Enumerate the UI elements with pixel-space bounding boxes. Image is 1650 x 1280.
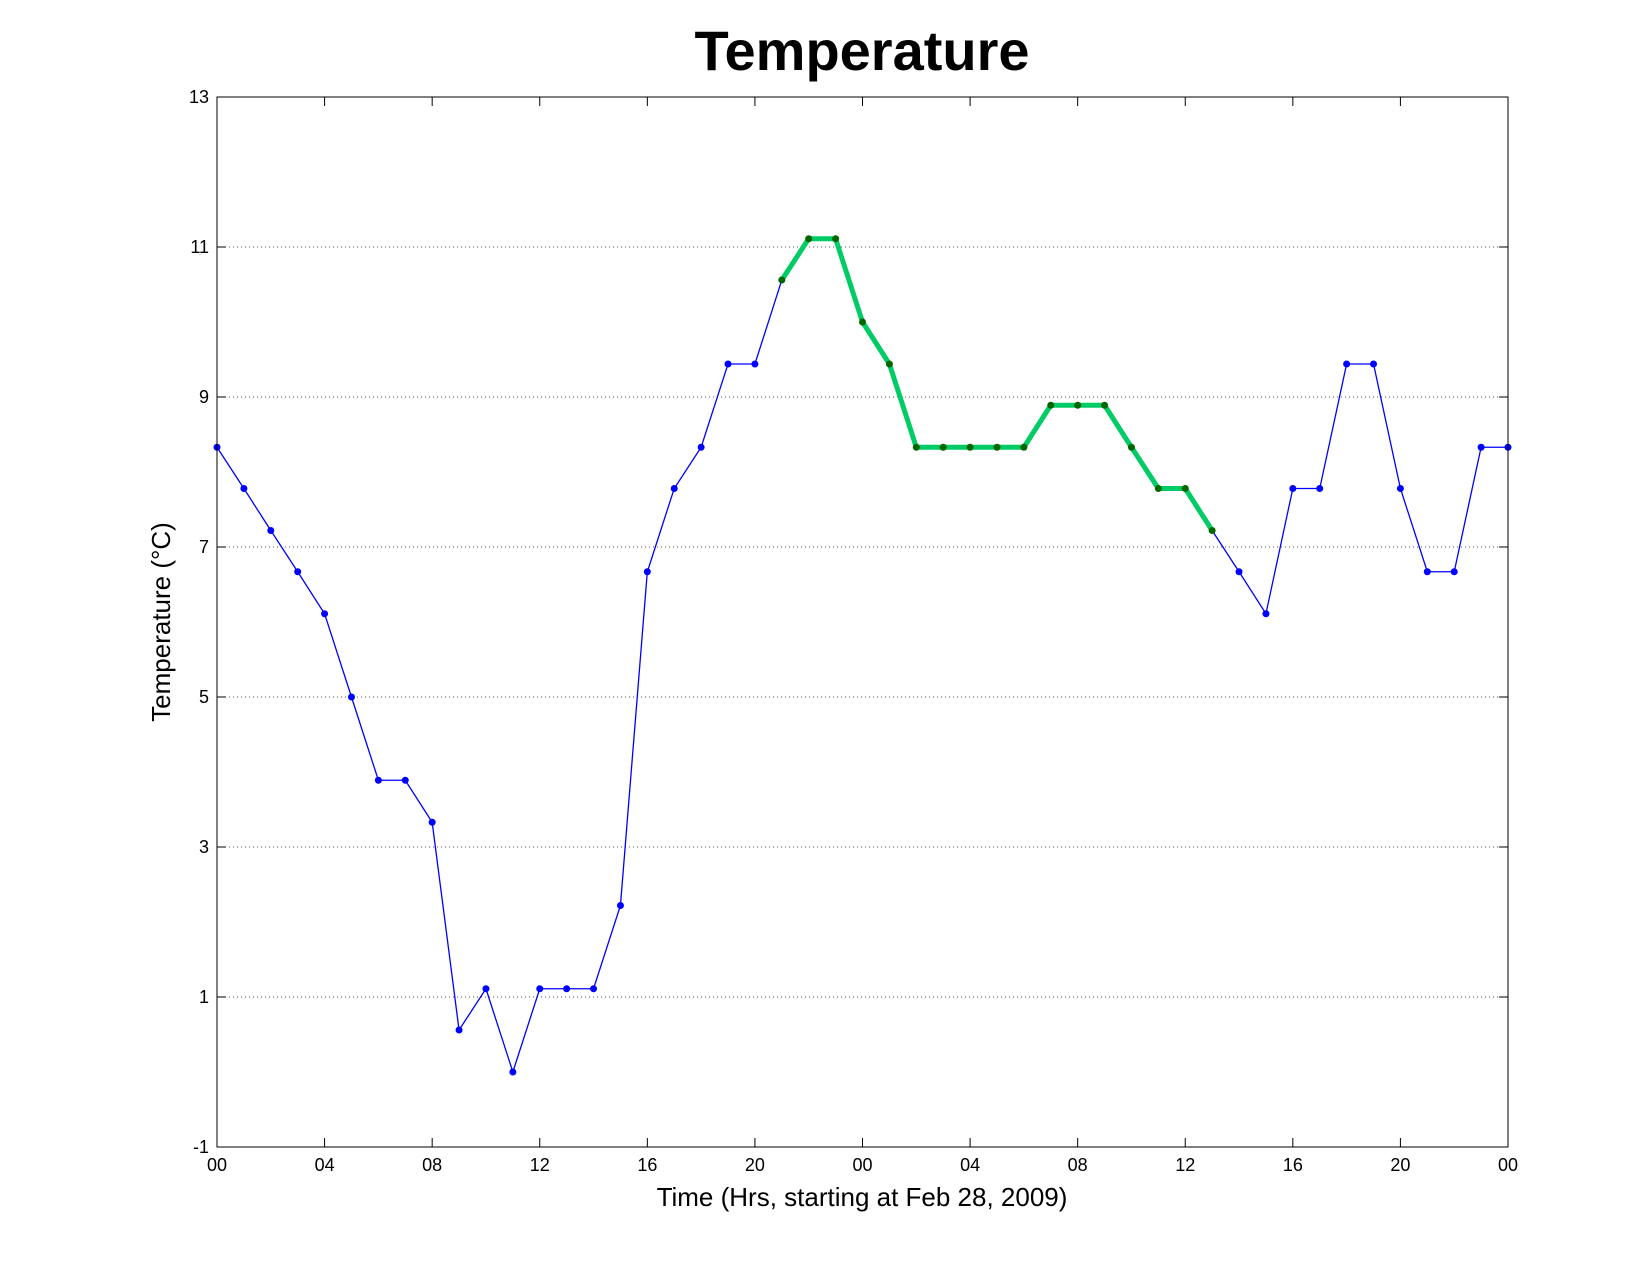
- highlight-point: [1074, 401, 1082, 409]
- data-point: [240, 485, 248, 492]
- data-point: [536, 985, 544, 993]
- data-point: [1477, 443, 1485, 451]
- x-tick-label: 12: [1175, 1155, 1195, 1175]
- data-point: [267, 527, 275, 534]
- highlight-point: [1181, 485, 1189, 492]
- data-point: [1370, 360, 1378, 368]
- x-tick-label: 20: [1390, 1155, 1410, 1175]
- y-tick-label: 13: [189, 87, 209, 107]
- x-tick-label: 00: [852, 1155, 872, 1175]
- highlight-point: [993, 443, 1001, 451]
- y-tick-label: 9: [199, 387, 209, 407]
- data-point: [1343, 360, 1351, 368]
- chart-title: Temperature: [694, 19, 1029, 82]
- highlight-point: [832, 235, 840, 243]
- data-point: [428, 818, 436, 826]
- x-tick-label: 04: [315, 1155, 335, 1175]
- highlight-point: [778, 276, 786, 284]
- data-point: [294, 568, 302, 576]
- data-point: [1396, 485, 1404, 492]
- series-layer: [213, 238, 1512, 1076]
- data-point: [590, 985, 598, 993]
- y-axis-label: Temperature (°C): [146, 522, 176, 722]
- data-point: [1423, 568, 1431, 576]
- data-point: [347, 693, 355, 701]
- data-point: [401, 776, 409, 784]
- data-point: [482, 985, 490, 993]
- grid-lines: [217, 246, 1508, 998]
- highlight-point: [885, 360, 893, 368]
- data-point: [509, 1068, 517, 1076]
- data-point: [563, 985, 571, 993]
- highlight-point: [859, 318, 866, 326]
- x-tick-label: 08: [422, 1155, 442, 1175]
- y-tick-label: -1: [193, 1137, 209, 1157]
- y-tick-label: 11: [190, 237, 209, 257]
- y-tick-label: 7: [199, 537, 209, 557]
- x-tick-label: 08: [1068, 1155, 1088, 1175]
- highlight-point: [1047, 401, 1055, 409]
- data-point: [616, 902, 624, 909]
- x-axis-label: Time (Hrs, starting at Feb 28, 2009): [657, 1182, 1068, 1212]
- data-point: [751, 360, 759, 368]
- data-point: [697, 443, 705, 451]
- y-tick-label: 1: [199, 987, 209, 1007]
- data-point: [670, 485, 678, 492]
- highlight-point: [1127, 443, 1135, 451]
- highlight-point: [1208, 527, 1216, 534]
- data-point: [724, 360, 732, 368]
- data-point: [643, 568, 651, 576]
- highlight-point: [1101, 401, 1109, 409]
- x-tick-label: 20: [745, 1155, 765, 1175]
- highlight-point: [939, 443, 947, 451]
- data-point: [1235, 568, 1243, 576]
- data-point: [455, 1026, 463, 1034]
- y-tick-label: 3: [199, 837, 209, 857]
- highlight-point: [912, 443, 920, 451]
- data-point: [321, 610, 329, 618]
- data-point: [1316, 485, 1324, 492]
- x-tick-label: 04: [960, 1155, 980, 1175]
- highlight-point: [805, 235, 813, 243]
- highlight-point: [1154, 485, 1162, 492]
- data-point: [1450, 568, 1458, 576]
- data-point: [374, 776, 382, 784]
- series-line: [216, 238, 1508, 1075]
- data-point: [1289, 485, 1297, 492]
- highlight-point: [966, 443, 974, 451]
- highlight-line: [779, 236, 1215, 532]
- x-tick-label: 00: [1498, 1155, 1518, 1175]
- highlight-layer: [778, 235, 1216, 534]
- x-tick-label: 16: [1283, 1155, 1303, 1175]
- x-tick-label: 12: [530, 1155, 550, 1175]
- x-tick-label: 00: [207, 1155, 227, 1175]
- plot-frame: [216, 96, 1509, 1148]
- highlight-point: [1020, 443, 1028, 451]
- data-point: [1262, 610, 1270, 618]
- x-tick-label: 16: [637, 1155, 657, 1175]
- y-tick-label: 5: [199, 687, 209, 707]
